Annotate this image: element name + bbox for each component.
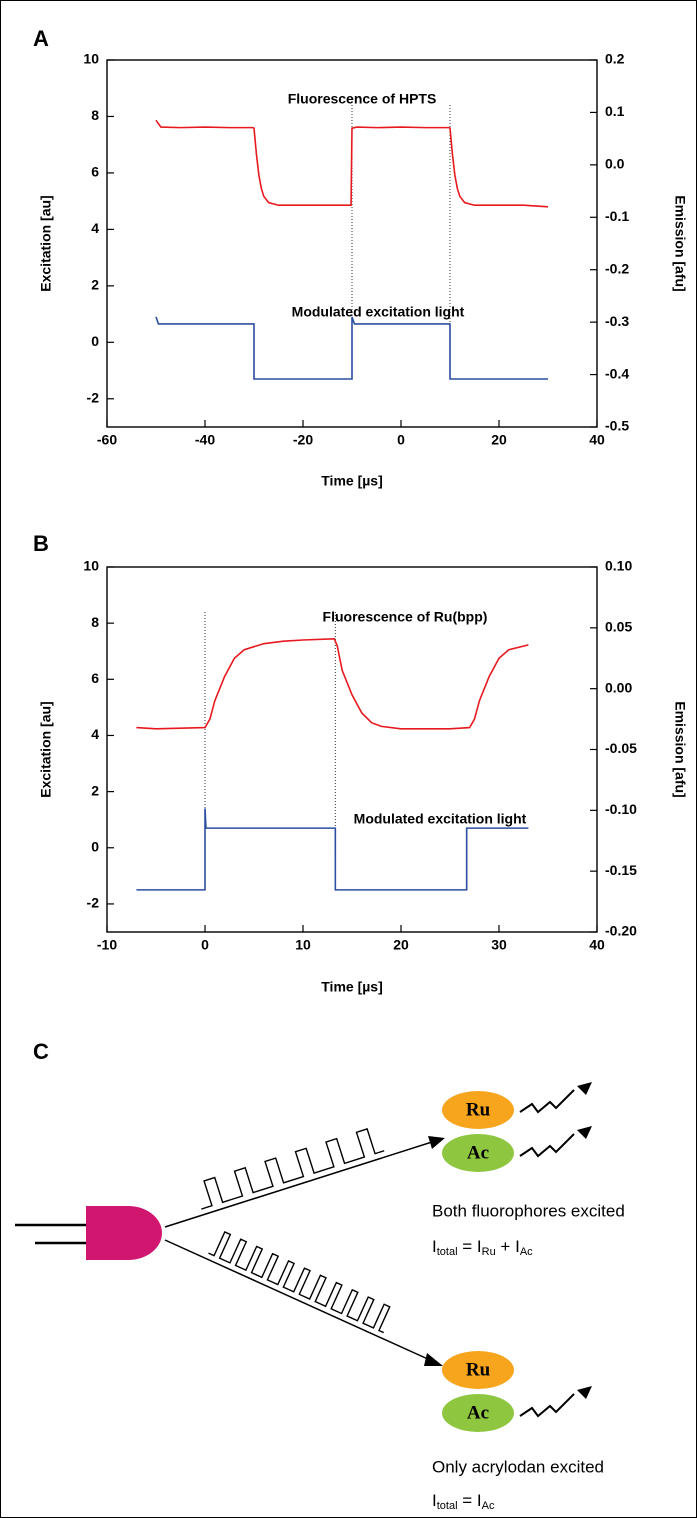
x-tick-label: 0 (201, 937, 209, 953)
y2-axis-label: Emission [afu] (672, 701, 688, 797)
series-line (136, 808, 529, 891)
y-tick-label: 10 (83, 51, 99, 67)
panel-label: C (33, 1039, 49, 1064)
y-tick-label: 6 (91, 164, 99, 180)
y2-tick-label: 0.0 (605, 156, 625, 172)
y-tick-label: 4 (91, 220, 99, 236)
formula: Itotal = IRu + IAc (432, 1237, 533, 1257)
y-tick-label: 8 (91, 107, 99, 123)
y2-tick-label: 0.2 (605, 51, 625, 67)
y-tick-label: -2 (87, 389, 100, 405)
y2-axis-label: Emission [afu] (672, 195, 688, 291)
annotation: Fluorescence of Ru(bpp) (323, 609, 488, 625)
beam-bottom (164, 1231, 443, 1366)
plot-frame (106, 59, 598, 428)
series-line (155, 119, 549, 208)
ac-label: Ac (467, 1402, 489, 1423)
y-tick-label: 0 (91, 838, 99, 854)
y-tick-label: 10 (83, 558, 99, 574)
caption: Both fluorophores excited (432, 1201, 625, 1220)
x-tick-label: 20 (491, 432, 507, 448)
y2-tick-label: 0.1 (605, 103, 625, 119)
y2-tick-label: 0.10 (605, 558, 632, 574)
y-tick-label: -2 (87, 895, 100, 911)
y2-tick-label: -0.10 (605, 801, 637, 817)
panel-label: A (33, 26, 49, 51)
y-axis-label: Excitation [au] (38, 701, 54, 797)
plot-frame (106, 566, 598, 933)
x-axis-label: Time [µs] (321, 979, 383, 995)
y-axis-label: Excitation [au] (38, 195, 54, 291)
y2-tick-label: -0.3 (605, 313, 629, 329)
y-tick-label: 2 (91, 782, 99, 798)
x-tick-label: -20 (293, 432, 313, 448)
x-tick-label: 30 (491, 937, 507, 953)
y2-tick-label: -0.05 (605, 740, 637, 756)
x-tick-label: -60 (97, 432, 117, 448)
led (15, 1206, 162, 1260)
ru-label: Ru (466, 1359, 491, 1380)
x-tick-label: 10 (295, 937, 311, 953)
ac-label: Ac (467, 1142, 489, 1163)
series-line (155, 316, 548, 380)
y2-tick-label: 0.00 (605, 679, 632, 695)
fluorophores-top (442, 1082, 592, 1172)
y2-tick-label: -0.2 (605, 260, 629, 276)
y2-tick-label: -0.15 (605, 862, 637, 878)
y-tick-label: 4 (91, 726, 99, 742)
y-tick-label: 2 (91, 277, 99, 293)
annotation: Modulated excitation light (354, 811, 527, 827)
y2-tick-label: -0.1 (605, 208, 629, 224)
y-tick-label: 6 (91, 670, 99, 686)
y2-tick-label: -0.5 (605, 418, 629, 434)
x-tick-label: 40 (589, 432, 605, 448)
y2-tick-label: -0.4 (605, 365, 629, 381)
series-line (136, 637, 529, 730)
y2-tick-label: 0.05 (605, 619, 632, 635)
x-tick-label: 0 (397, 432, 405, 448)
x-tick-label: -10 (97, 937, 117, 953)
x-tick-label: 20 (393, 937, 409, 953)
fluorophores-bottom (442, 1351, 592, 1432)
caption: Only acrylodan excited (432, 1457, 604, 1476)
y2-tick-label: -0.20 (605, 923, 637, 939)
ru-label: Ru (466, 1099, 491, 1120)
panel-label: B (33, 531, 49, 556)
x-axis-label: Time [µs] (321, 473, 383, 489)
x-tick-label: -40 (195, 432, 215, 448)
annotation: Fluorescence of HPTS (288, 91, 437, 107)
y-tick-label: 8 (91, 614, 99, 630)
y-tick-label: 0 (91, 333, 99, 349)
beam-top (164, 1128, 445, 1228)
annotation: Modulated excitation light (292, 304, 465, 320)
x-tick-label: 40 (589, 937, 605, 953)
formula: Itotal = IAc (432, 1491, 495, 1511)
